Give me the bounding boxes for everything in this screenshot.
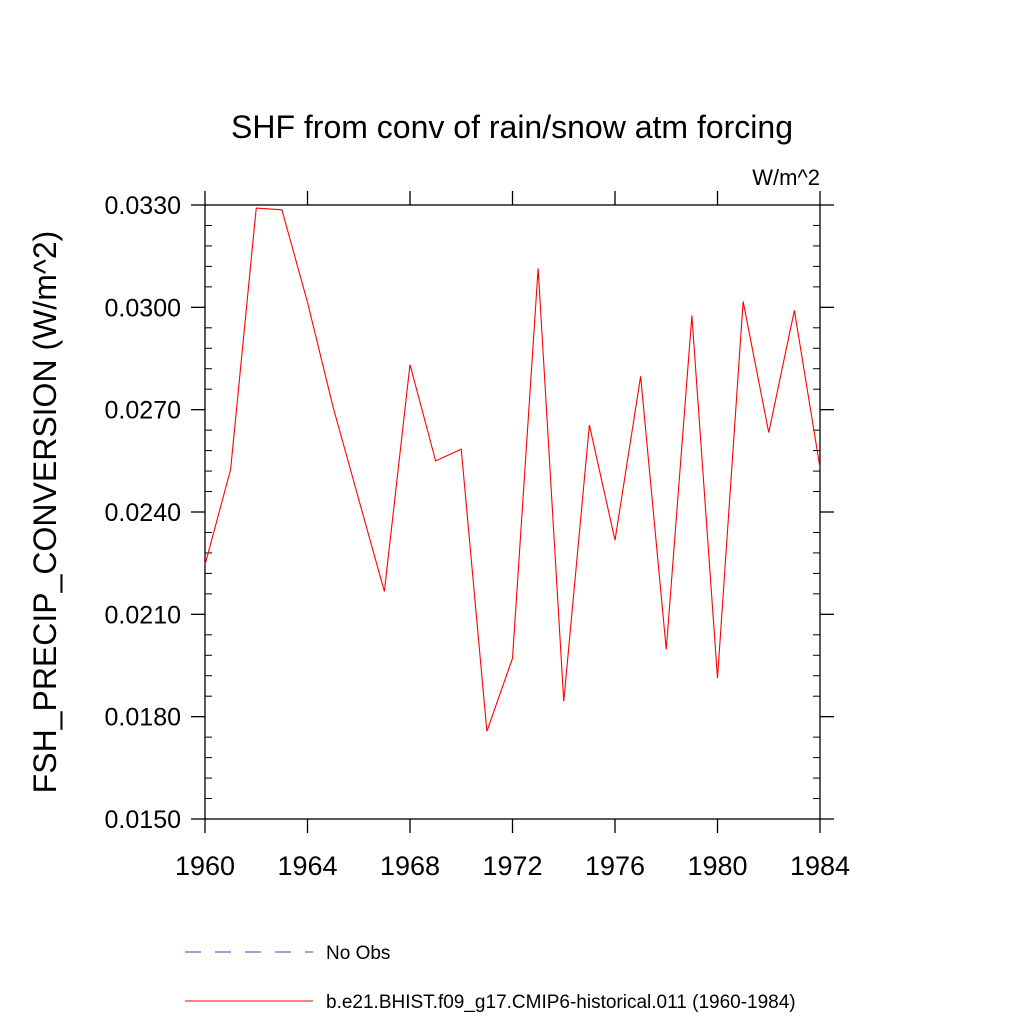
x-tick-label: 1972	[482, 851, 542, 881]
y-tick-label: 0.0330	[105, 192, 181, 220]
x-tick-label: 1968	[380, 851, 440, 881]
y-tick-labels: 0.0150 0.0180 0.0210 0.0240 0.0270 0.0300 0.03…	[105, 192, 181, 834]
x-tick-label: 1960	[175, 851, 235, 881]
x-tick-label: 1976	[585, 851, 645, 881]
axis-ticks	[191, 191, 834, 833]
data-lines	[204, 207, 821, 732]
x-tick-label: 1984	[790, 851, 850, 881]
units-label: W/m^2	[752, 165, 820, 190]
legend-label-no-obs: No Obs	[326, 943, 390, 964]
legend-label-model: b.e21.BHIST.f09_g17.CMIP6-historical.011…	[326, 992, 796, 1013]
y-tick-label: 0.0180	[105, 704, 181, 732]
y-tick-label: 0.0240	[105, 499, 181, 527]
chart-title: SHF from conv of rain/snow atm forcing	[231, 109, 793, 145]
y-tick-label: 0.0150	[105, 806, 181, 834]
series-line-1	[204, 207, 821, 732]
x-tick-label: 1964	[277, 851, 337, 881]
x-tick-labels: 1960 1964 1968 1972 1976 1980 1984	[175, 851, 850, 881]
plot-area: 1960 1964 1968 1972 1976 1980 1984 0.0150 0.018…	[105, 191, 850, 881]
legend: No Obs b.e21.BHIST.f09_g17.CMIP6-histori…	[185, 943, 796, 1013]
y-tick-label: 0.0300	[105, 294, 181, 322]
x-tick-label: 1980	[687, 851, 747, 881]
plot-frame	[204, 204, 821, 820]
y-tick-label: 0.0210	[105, 601, 181, 629]
y-tick-label: 0.0270	[105, 397, 181, 425]
y-axis-label: FSH_PRECIP_CONVERSION (W/m^2)	[27, 231, 63, 794]
